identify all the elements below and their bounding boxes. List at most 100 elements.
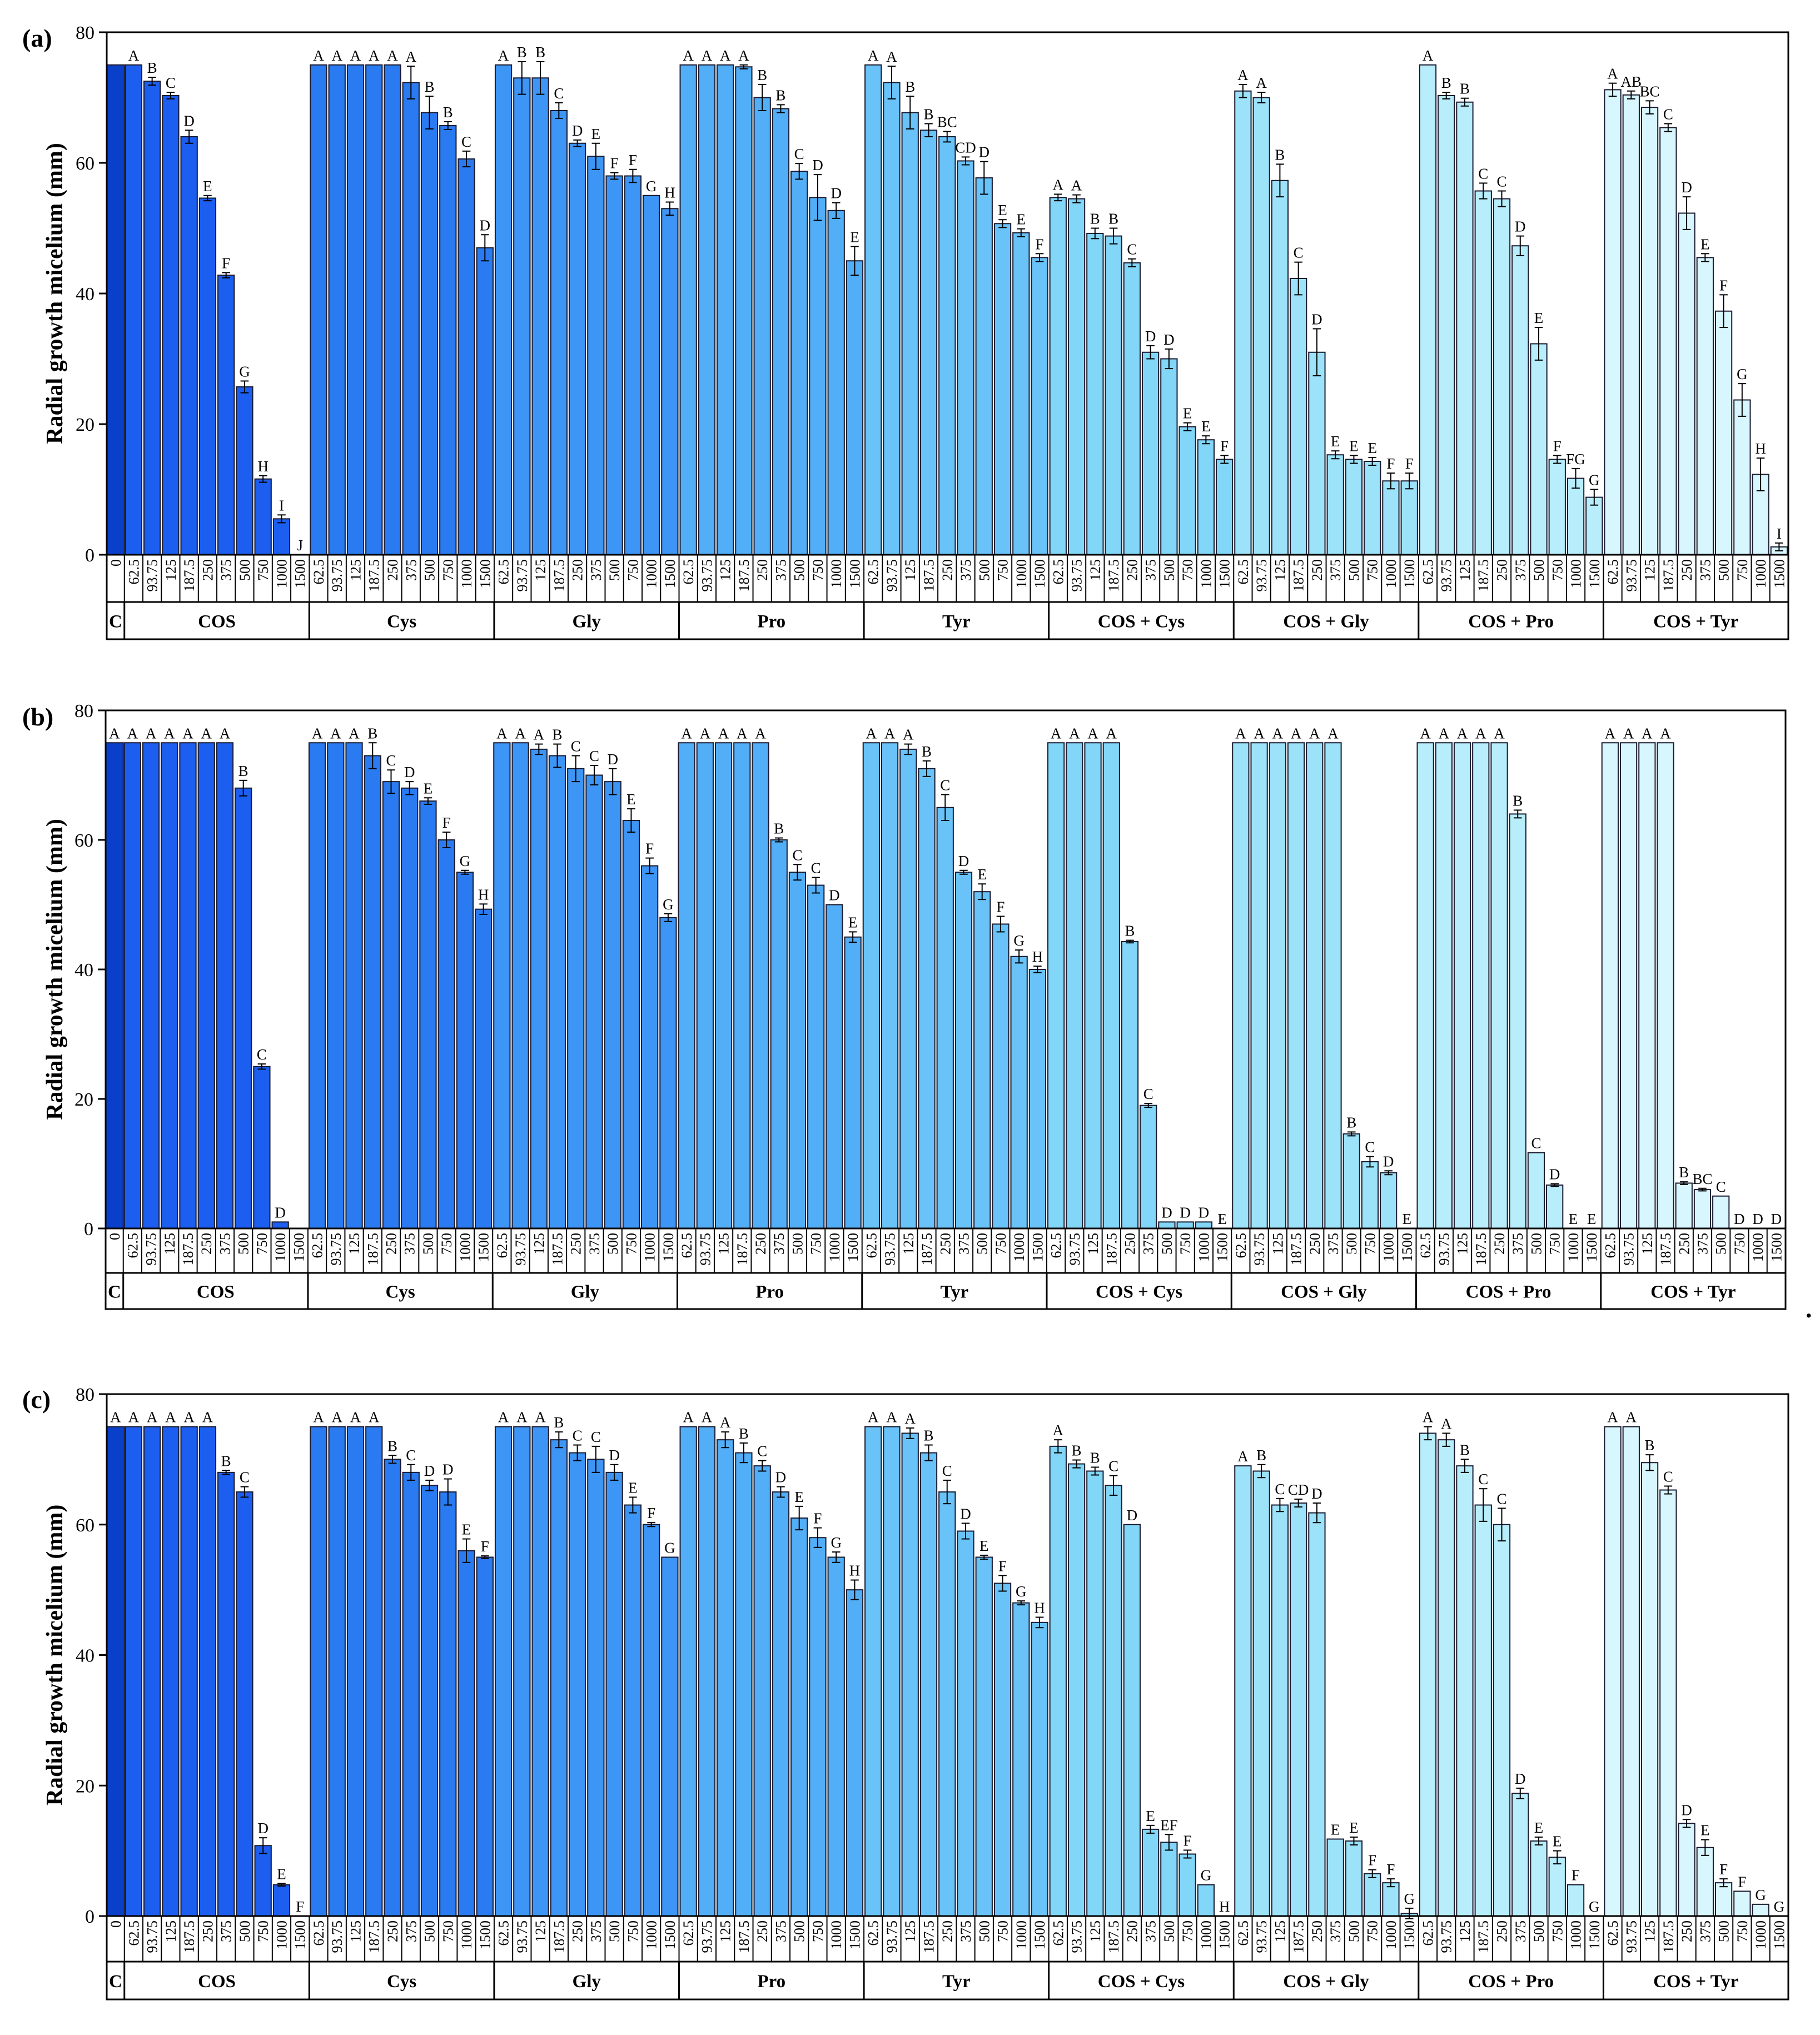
significance-letter: D bbox=[1311, 1485, 1322, 1502]
significance-letter: D bbox=[1515, 1770, 1526, 1787]
x-category-label: 375 bbox=[1141, 1233, 1157, 1255]
bar-cos-tyr bbox=[1678, 212, 1695, 556]
x-category-label: 1000 bbox=[1568, 1920, 1584, 1949]
bar-tyr bbox=[1012, 1602, 1030, 1917]
significance-letter: E bbox=[1553, 1833, 1562, 1850]
x-category-label: 62.5 bbox=[680, 1920, 697, 1946]
x-category-label: 187.5 bbox=[1473, 1233, 1489, 1266]
x-category-label: 125 bbox=[901, 1233, 917, 1255]
bar-cos-pro bbox=[1490, 742, 1508, 1229]
significance-letter: E bbox=[203, 178, 212, 195]
significance-letter: A bbox=[1237, 1448, 1249, 1465]
bar-cos-tyr bbox=[1714, 1882, 1733, 1917]
significance-letter: D bbox=[775, 1469, 787, 1486]
x-category-label: 1500 bbox=[291, 1233, 307, 1262]
significance-letter: C bbox=[386, 752, 396, 769]
significance-letter: C bbox=[940, 777, 950, 793]
bar-pro bbox=[846, 260, 864, 555]
significance-letter: E bbox=[998, 202, 1007, 218]
y-tick-label: 40 bbox=[74, 960, 93, 981]
bar-cys bbox=[420, 1485, 439, 1917]
x-category-label: 1500 bbox=[1771, 559, 1787, 588]
x-category-label: 375 bbox=[1513, 1920, 1529, 1942]
y-tick-label: 20 bbox=[74, 1089, 93, 1110]
x-category-label: 500 bbox=[422, 1920, 438, 1942]
significance-letter: A bbox=[313, 1409, 324, 1426]
x-category-label: 1500 bbox=[1768, 1233, 1784, 1262]
significance-letter: G bbox=[646, 178, 657, 195]
bar-cys bbox=[382, 781, 400, 1229]
significance-letter: A bbox=[1237, 67, 1249, 83]
significance-letter: A bbox=[738, 47, 749, 64]
significance-letter: A bbox=[182, 725, 193, 742]
significance-letter: G bbox=[663, 896, 674, 913]
significance-letter: A bbox=[1071, 177, 1082, 194]
x-category-label: 62.5 bbox=[310, 1233, 326, 1258]
bar-cos-tyr bbox=[1604, 1426, 1622, 1917]
group-label: COS + Cys bbox=[1096, 1282, 1182, 1302]
x-category-label: 750 bbox=[623, 1233, 639, 1255]
x-category-label: 500 bbox=[1344, 1233, 1360, 1255]
significance-letter: A bbox=[110, 1409, 121, 1426]
bar-tyr bbox=[883, 82, 901, 556]
x-category-label: 1500 bbox=[477, 1920, 493, 1949]
significance-letter: B bbox=[554, 1414, 564, 1431]
bar-cos bbox=[162, 94, 180, 556]
significance-letter: A bbox=[1494, 725, 1505, 742]
bar-cos-cys bbox=[1067, 198, 1086, 555]
significance-letter: G bbox=[460, 853, 471, 869]
bar-cos-tyr bbox=[1696, 1847, 1714, 1917]
bar-cos-gly bbox=[1250, 742, 1268, 1229]
significance-letter: A bbox=[868, 47, 879, 64]
bar-cys bbox=[402, 82, 420, 556]
x-category-label: 750 bbox=[1180, 559, 1196, 581]
bar-cos bbox=[217, 1471, 235, 1917]
bar-tyr bbox=[957, 1530, 974, 1917]
x-category-label: 62.5 bbox=[863, 1233, 879, 1258]
x-category-label: 500 bbox=[1346, 1920, 1362, 1942]
bar-cos-pro bbox=[1567, 477, 1585, 556]
bar-pro bbox=[678, 742, 695, 1229]
x-category-label: 62.5 bbox=[1605, 559, 1621, 585]
bar-pro bbox=[788, 872, 807, 1229]
bar-cos bbox=[198, 1426, 217, 1917]
x-category-label: 750 bbox=[255, 559, 271, 581]
significance-letter: B bbox=[775, 87, 785, 103]
y-axis-title: Radial growth micelium (mm) bbox=[42, 819, 68, 1120]
significance-letter: B bbox=[1072, 1442, 1082, 1459]
significance-letter: E bbox=[794, 1489, 804, 1505]
x-category-label: 187.5 bbox=[736, 1920, 752, 1953]
significance-letter: B bbox=[923, 1427, 933, 1444]
significance-letter: EF bbox=[1160, 1817, 1178, 1833]
significance-letter: D bbox=[1311, 311, 1322, 327]
bar-cos-gly bbox=[1271, 1504, 1289, 1917]
bar-cos-tyr bbox=[1622, 94, 1640, 556]
x-category-label: 375 bbox=[771, 1233, 787, 1255]
bar-cos-gly bbox=[1326, 454, 1344, 555]
x-category-label: 93.75 bbox=[1251, 1233, 1267, 1266]
x-category-label: 187.5 bbox=[365, 1233, 381, 1266]
bar-cos-tyr bbox=[1601, 742, 1619, 1229]
x-category-label: 62.5 bbox=[496, 559, 512, 585]
bar-cos bbox=[143, 1426, 161, 1917]
significance-letter: C bbox=[589, 748, 599, 764]
category-table bbox=[106, 1915, 1789, 2001]
x-category-label: 250 bbox=[937, 1233, 953, 1255]
significance-letter: E bbox=[1587, 1211, 1597, 1227]
bar-cos-pro bbox=[1530, 1840, 1548, 1917]
significance-letter: A bbox=[1605, 725, 1616, 742]
y-tick-label: 80 bbox=[76, 1385, 95, 1405]
bar-cos bbox=[272, 1884, 291, 1917]
group-label: COS + Gly bbox=[1283, 612, 1369, 632]
x-category-label: 1000 bbox=[644, 559, 660, 588]
bar-cos bbox=[236, 386, 253, 556]
significance-letter: E bbox=[591, 126, 601, 142]
y-tick-label: 20 bbox=[76, 1776, 95, 1797]
x-category-label: 125 bbox=[902, 559, 918, 581]
significance-letter: C bbox=[240, 1469, 250, 1486]
bar-pro bbox=[790, 171, 808, 555]
x-category-label: 62.5 bbox=[680, 559, 697, 585]
x-category-label: 93.75 bbox=[145, 1920, 161, 1953]
x-category-label: 62.5 bbox=[1050, 1920, 1066, 1946]
y-axis-title: Radial growth micelium (mm) bbox=[42, 143, 68, 444]
